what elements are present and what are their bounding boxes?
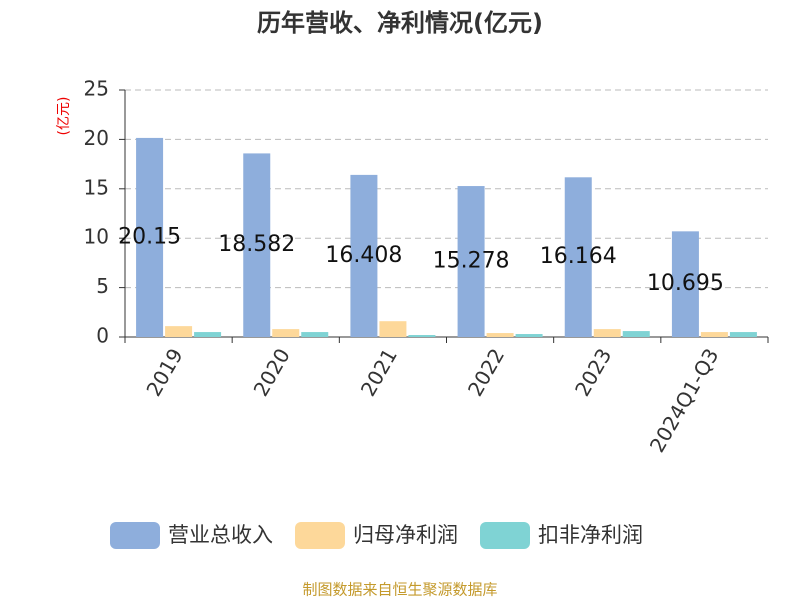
- data-label: 20.15: [118, 224, 181, 249]
- bar: [243, 153, 271, 337]
- bar: [564, 177, 592, 337]
- bar: [486, 333, 514, 337]
- bar: [379, 321, 407, 337]
- bar: [729, 332, 757, 337]
- data-label: 10.695: [647, 271, 724, 296]
- data-label: 16.408: [325, 243, 402, 268]
- legend-swatch: [480, 522, 530, 549]
- x-tick-label: 2022: [463, 344, 509, 400]
- data-label: 18.582: [218, 232, 295, 257]
- x-tick-label: 2024Q1-Q3: [645, 344, 724, 456]
- bar: [408, 335, 436, 337]
- legend-label: 营业总收入: [168, 523, 273, 547]
- bar: [457, 186, 485, 337]
- bar: [194, 332, 222, 337]
- bar: [301, 332, 329, 337]
- bar: [593, 329, 621, 337]
- footer: 制图数据来自恒生聚源数据库: [302, 581, 497, 599]
- bar: [622, 331, 650, 337]
- y-tick-label: 10: [84, 225, 109, 249]
- bar: [136, 137, 164, 337]
- legend-label: 归母净利润: [353, 523, 458, 547]
- x-tick-label: 2023: [570, 344, 616, 400]
- y-tick-label: 15: [84, 175, 109, 199]
- bar: [515, 334, 543, 337]
- y-tick-label: 25: [84, 77, 109, 101]
- bar: [272, 329, 300, 337]
- bar: [350, 174, 378, 337]
- legend-label: 扣非净利润: [538, 523, 643, 547]
- legend-swatch: [295, 522, 345, 549]
- x-tick-label: 2020: [249, 344, 295, 400]
- y-axis-label: (亿元): [56, 97, 72, 136]
- bar: [165, 326, 193, 337]
- x-tick-label: 2021: [356, 344, 402, 400]
- data-label: 15.278: [433, 249, 510, 274]
- y-tick-label: 5: [96, 274, 109, 298]
- y-tick-label: 20: [84, 126, 109, 150]
- legend-swatch: [110, 522, 160, 549]
- y-tick-label: 0: [96, 324, 109, 348]
- chart-title: 历年营收、净利情况(亿元): [257, 9, 543, 37]
- bar: [700, 332, 728, 337]
- bar: [671, 231, 699, 337]
- data-label: 16.164: [540, 244, 617, 269]
- x-tick-label: 2019: [141, 344, 187, 400]
